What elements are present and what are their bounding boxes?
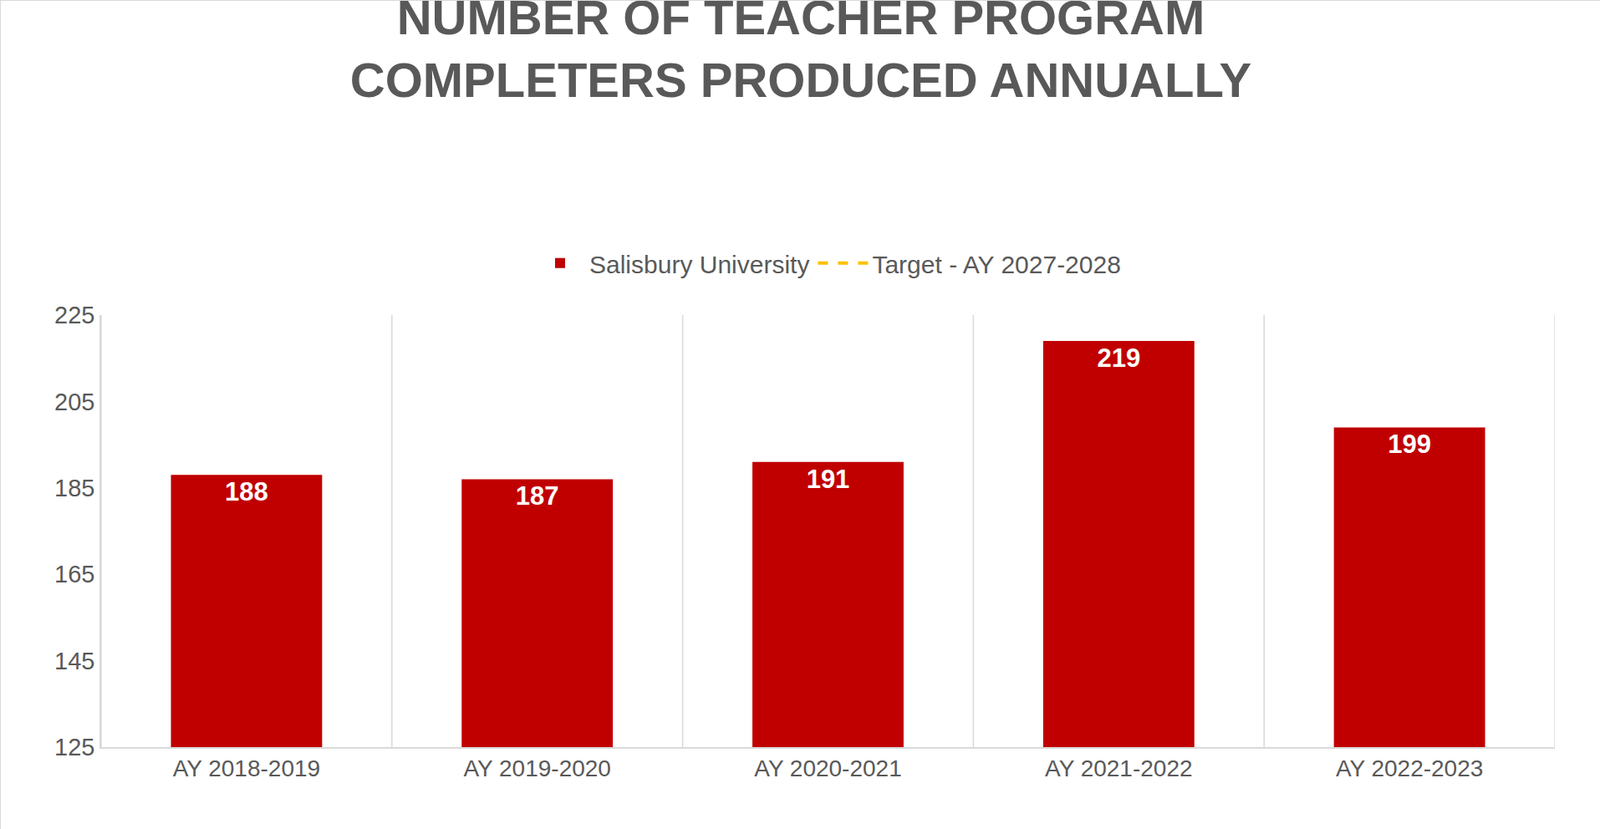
svg-text:AY 2018-2019: AY 2018-2019 [173,755,321,782]
svg-text:145: 145 [54,647,95,675]
svg-text:225: 225 [54,301,95,329]
svg-text:NUMBER OF TEACHER PROGRAMCOMPL: NUMBER OF TEACHER PROGRAMCOMPLETERS PROD… [350,0,1252,108]
svg-text:187: 187 [515,481,560,511]
svg-text:199: 199 [1387,429,1432,459]
svg-text:185: 185 [54,474,95,502]
svg-text:AY 2021-2022: AY 2021-2022 [1044,755,1193,782]
svg-text:AY 2020-2021: AY 2020-2021 [754,755,902,782]
svg-text:188: 188 [224,477,269,507]
svg-text:205: 205 [54,388,95,416]
svg-text:AY 2019-2020: AY 2019-2020 [463,755,611,782]
svg-text:219: 219 [1096,343,1141,373]
svg-text:125: 125 [54,733,95,761]
svg-text:Salisbury University: Salisbury University [589,250,810,279]
svg-text:AY 2022-2023: AY 2022-2023 [1335,755,1483,782]
svg-text:165: 165 [54,560,95,588]
svg-text:Target - AY 2027-2028: Target - AY 2027-2028 [871,250,1121,279]
svg-text:191: 191 [806,464,851,495]
